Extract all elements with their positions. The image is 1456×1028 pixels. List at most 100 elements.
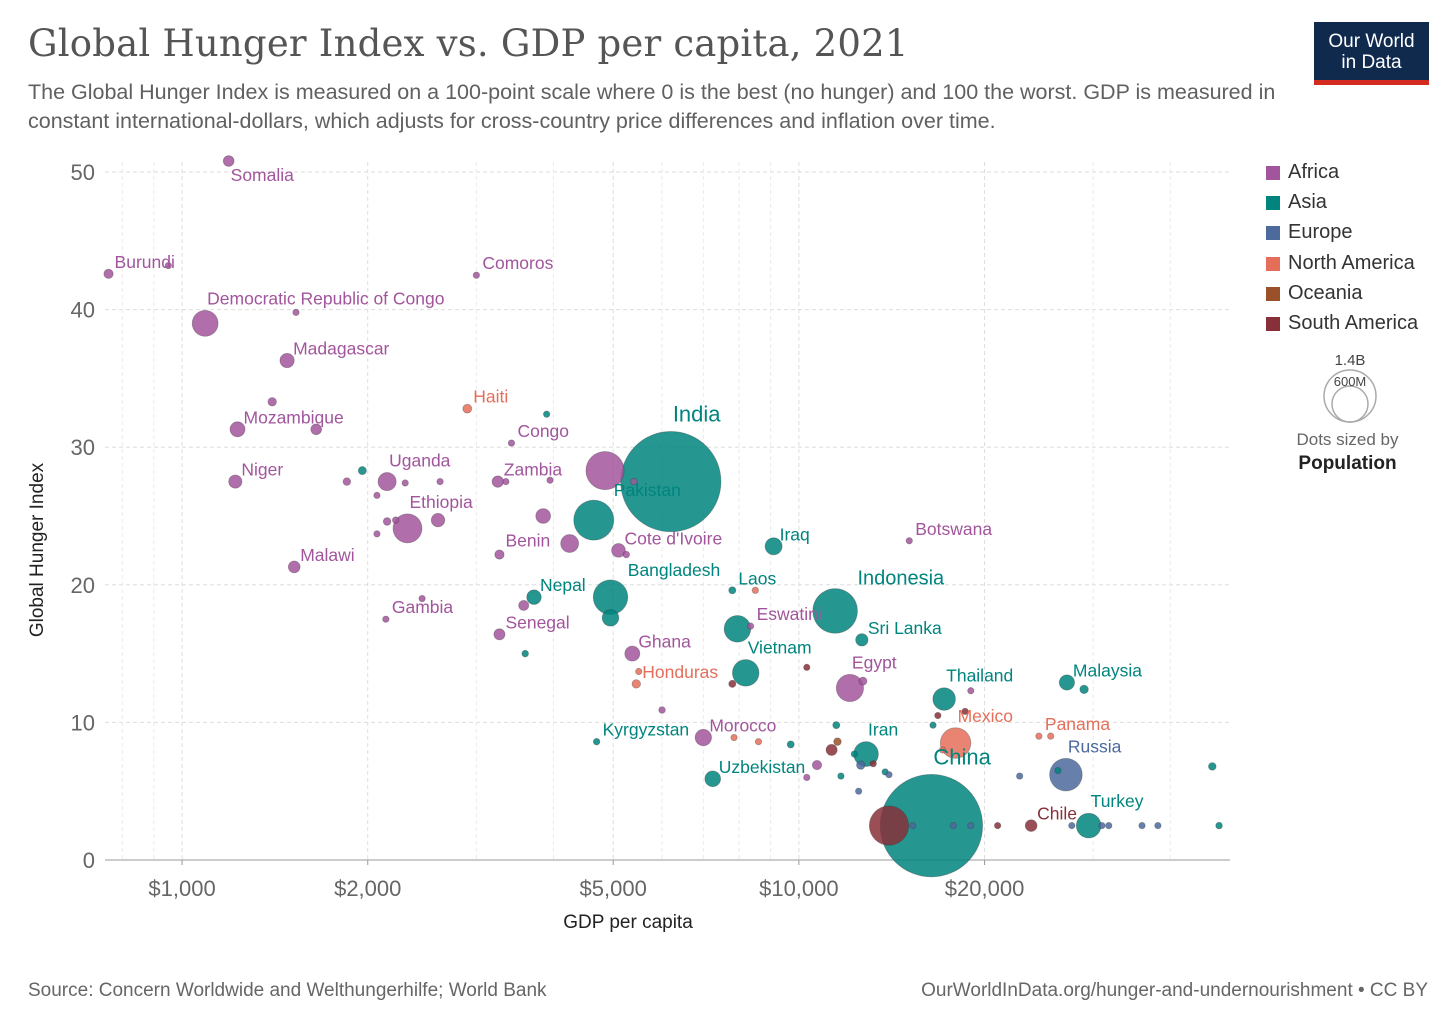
point-label: Vietnam — [748, 638, 812, 658]
data-point-iraq — [764, 537, 783, 556]
data-point — [961, 707, 969, 715]
data-point — [751, 586, 759, 594]
point-label: Congo — [517, 421, 569, 441]
data-point — [967, 821, 975, 830]
y-tick-label: 50 — [71, 160, 95, 185]
data-point-ghana — [624, 645, 641, 662]
data-point — [728, 679, 737, 688]
data-point — [850, 750, 858, 758]
data-point — [934, 711, 942, 720]
data-point — [546, 476, 554, 484]
data-point-haiti — [462, 403, 473, 414]
point-label: Chile — [1037, 804, 1077, 824]
point-label: Uganda — [389, 451, 451, 471]
data-point — [909, 821, 917, 830]
data-point — [543, 410, 551, 418]
data-point — [430, 512, 446, 528]
data-point — [868, 805, 910, 846]
point-label: Indonesia — [857, 568, 945, 590]
data-point-chile — [1024, 819, 1038, 832]
data-point — [994, 821, 1002, 830]
point-label: Mozambique — [244, 407, 344, 427]
data-point — [803, 773, 811, 782]
data-point-kyrgyzstan — [592, 737, 601, 746]
x-axis-title: GDP per capita — [563, 912, 693, 933]
data-point-ethiopia — [392, 513, 423, 544]
point-label: Malaysia — [1073, 660, 1142, 680]
data-point — [267, 397, 277, 407]
size-legend: 1.4B 600M — [1275, 352, 1425, 429]
legend-swatch — [1266, 256, 1280, 271]
x-tick-label: $5,000 — [580, 876, 647, 901]
data-point-sri-lanka — [855, 633, 869, 647]
data-point — [658, 706, 666, 714]
source-url[interactable]: OurWorldInData.org/hunger-and-undernouri… — [921, 980, 1428, 1001]
data-point — [382, 517, 392, 526]
legend-label: North America — [1288, 251, 1415, 274]
x-tick-label: $2,000 — [334, 876, 401, 901]
data-point — [837, 772, 845, 780]
data-point — [1098, 821, 1106, 830]
data-point — [1079, 684, 1089, 695]
data-point — [825, 743, 838, 756]
data-point — [938, 746, 947, 754]
data-point-eswatini — [746, 622, 755, 630]
size-caption-line-1: Dots sized by — [1296, 430, 1399, 449]
data-point — [401, 479, 409, 487]
point-label: Nepal — [540, 575, 586, 595]
data-point — [630, 477, 638, 486]
size-caption-line-2: Population — [1298, 453, 1397, 474]
data-point-senegal — [493, 628, 506, 641]
x-tick-label: $1,000 — [148, 876, 215, 901]
data-point-thailand — [932, 687, 956, 711]
point-label: Botswana — [915, 519, 992, 539]
data-point — [967, 687, 975, 695]
data-point-mozambique — [229, 421, 246, 438]
y-tick-label: 20 — [71, 573, 95, 598]
size-legend-big-label: 1.4B — [1334, 352, 1366, 369]
legend-swatch — [1266, 166, 1280, 180]
data-point — [1215, 821, 1223, 830]
point-label: Ethiopia — [409, 492, 473, 512]
data-point — [885, 771, 893, 779]
data-point-cote-d-ivoire — [611, 543, 626, 558]
data-point-egypt — [835, 673, 864, 703]
point-label: Comoros — [482, 253, 553, 273]
data-point — [869, 760, 877, 768]
data-point-gambia — [382, 615, 390, 623]
y-axis-title: Global Hunger Index — [27, 462, 48, 638]
data-point — [310, 423, 323, 436]
point-label: Senegal — [505, 612, 569, 632]
point-label: Honduras — [642, 662, 718, 682]
point-label: Iraq — [780, 524, 810, 544]
point-label: Egypt — [852, 652, 897, 672]
data-point — [521, 649, 529, 658]
point-label: Democratic Republic of Congo — [207, 288, 444, 308]
point-label: Niger — [241, 460, 283, 480]
data-point — [560, 534, 580, 553]
data-point — [754, 738, 763, 746]
data-point-morocco — [694, 728, 712, 747]
owid-logo[interactable]: Our World in Data — [1314, 22, 1429, 85]
point-label: Zambia — [504, 460, 563, 480]
legend-label: Oceania — [1288, 281, 1363, 304]
point-label: Malawi — [300, 545, 354, 565]
chart-title: Global Hunger Index vs. GDP per capita, … — [28, 22, 909, 65]
data-point — [635, 667, 643, 676]
source-note: Source: Concern Worldwide and Welthunger… — [28, 980, 547, 1001]
data-point-benin — [494, 549, 505, 560]
data-point — [786, 740, 795, 749]
x-tick-label: $10,000 — [759, 876, 839, 901]
point-label: Bangladesh — [628, 560, 720, 580]
data-point — [436, 477, 444, 486]
point-label: Thailand — [946, 666, 1013, 686]
legend-swatch — [1266, 286, 1280, 301]
data-point — [1054, 766, 1062, 775]
data-point-democratic-republic-of-congo — [191, 310, 219, 337]
y-tick-label: 0 — [83, 848, 95, 873]
point-label: India — [673, 401, 721, 426]
data-point-panama — [1035, 732, 1043, 740]
data-point — [1138, 821, 1146, 830]
logo-line-1: Our World — [1328, 31, 1415, 52]
